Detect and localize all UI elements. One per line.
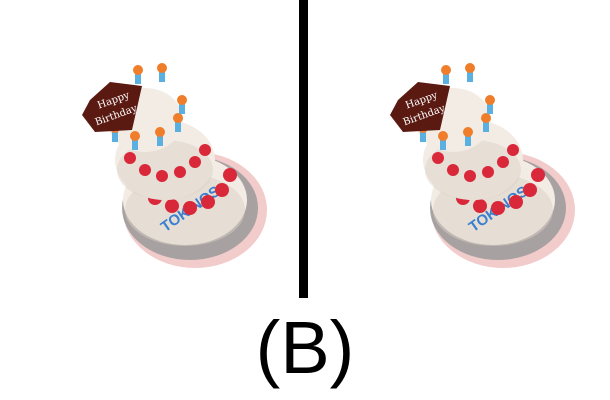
center-divider [299, 0, 308, 298]
cake-image-right: TOKINOSHappyBirthday [378, 60, 588, 280]
cake-image-left: TOKINOSHappyBirthday [70, 60, 280, 280]
figure-caption: (B) [255, 306, 355, 389]
